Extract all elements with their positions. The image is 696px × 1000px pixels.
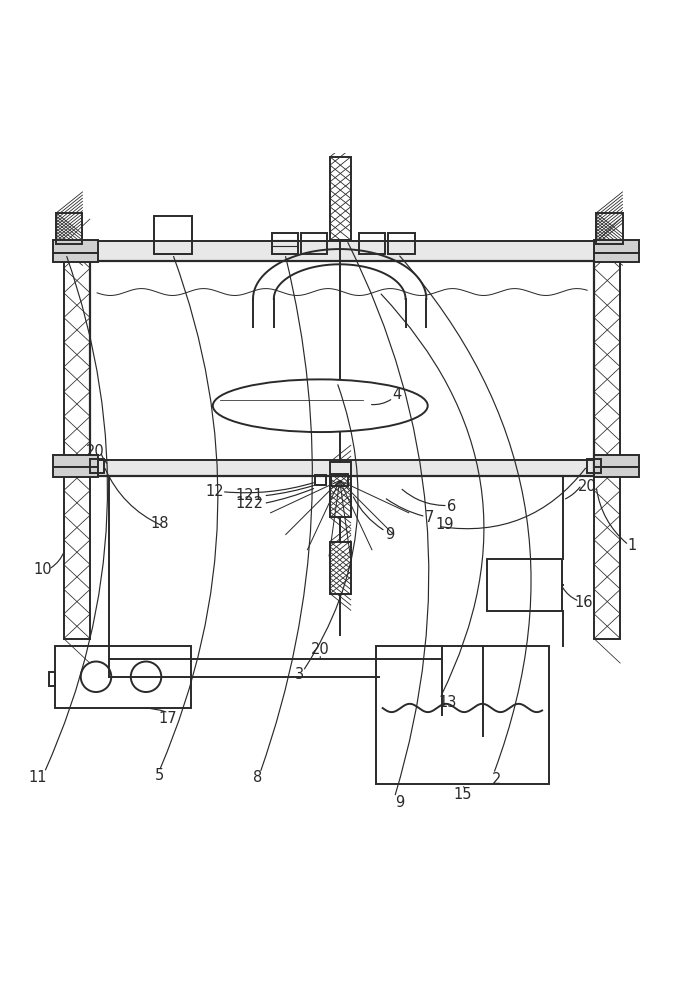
Bar: [49, 672, 56, 686]
Bar: [596, 213, 622, 244]
Bar: [388, 233, 415, 254]
Bar: [90, 261, 594, 476]
Ellipse shape: [213, 379, 428, 432]
Text: 9: 9: [395, 795, 404, 810]
Bar: [487, 559, 562, 611]
Text: 121: 121: [236, 488, 264, 503]
Bar: [594, 244, 620, 639]
Text: 19: 19: [436, 517, 454, 532]
Bar: [359, 233, 386, 254]
Bar: [594, 253, 639, 262]
Text: 15: 15: [453, 787, 472, 802]
Text: 11: 11: [29, 770, 47, 785]
Text: 6: 6: [448, 499, 457, 514]
Bar: [330, 462, 351, 517]
Bar: [56, 213, 83, 244]
Bar: [315, 475, 326, 485]
Text: 16: 16: [574, 595, 593, 610]
Bar: [90, 459, 104, 473]
Text: 20: 20: [86, 444, 104, 459]
Bar: [64, 460, 622, 476]
Bar: [594, 455, 639, 467]
Bar: [54, 455, 98, 467]
Bar: [54, 467, 98, 477]
Bar: [331, 474, 348, 486]
Text: 2: 2: [492, 772, 502, 787]
Text: 10: 10: [33, 562, 52, 577]
Text: 5: 5: [155, 768, 164, 783]
Bar: [330, 157, 351, 240]
Bar: [376, 646, 549, 784]
Text: 17: 17: [159, 711, 177, 726]
Bar: [271, 233, 298, 254]
Bar: [594, 467, 639, 477]
Bar: [330, 542, 351, 594]
Bar: [54, 240, 98, 253]
Text: 20: 20: [578, 479, 596, 494]
Bar: [594, 240, 639, 253]
Bar: [64, 244, 90, 639]
Text: 7: 7: [425, 510, 434, 525]
Bar: [587, 459, 601, 473]
Text: 18: 18: [150, 516, 168, 531]
Bar: [301, 233, 327, 254]
Text: 9: 9: [385, 527, 394, 542]
Bar: [154, 216, 192, 254]
Bar: [64, 241, 622, 261]
Bar: [54, 253, 98, 262]
Text: 8: 8: [253, 770, 262, 785]
Bar: [56, 646, 191, 708]
Text: 20: 20: [311, 642, 330, 657]
Text: 12: 12: [205, 484, 224, 499]
Text: 13: 13: [438, 695, 457, 710]
Text: 122: 122: [235, 496, 264, 511]
Text: 4: 4: [392, 387, 401, 402]
Text: 3: 3: [295, 667, 304, 682]
Text: 1: 1: [628, 538, 637, 553]
